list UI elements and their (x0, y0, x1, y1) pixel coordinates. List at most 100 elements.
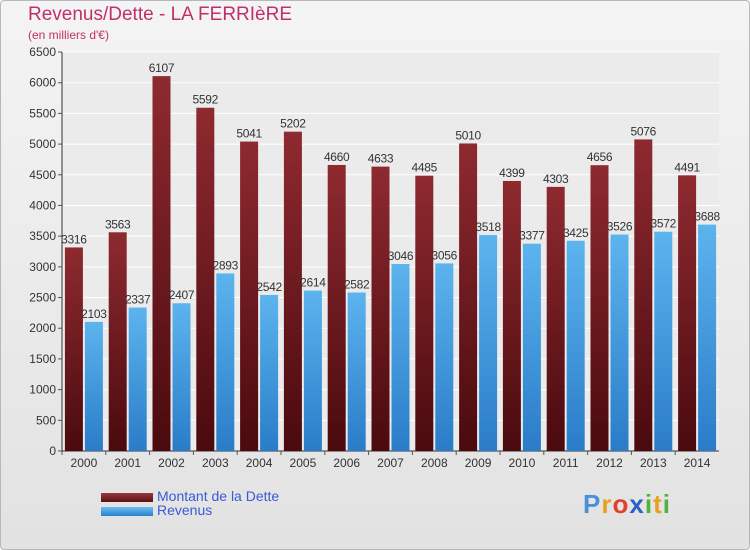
bar-dette (64, 247, 83, 451)
bar-revenus (391, 264, 410, 451)
value-label-dette: 3563 (105, 217, 131, 231)
value-label-revenus: 3518 (475, 220, 501, 234)
x-tick-label: 2014 (684, 456, 711, 470)
value-label-revenus: 3377 (519, 229, 545, 243)
y-tick-label: 3500 (29, 229, 56, 243)
bar-dette (415, 175, 434, 451)
value-label-revenus: 2103 (81, 307, 107, 321)
x-tick-label: 2009 (465, 456, 492, 470)
logo-letter: i (644, 489, 654, 519)
bar-revenus (347, 292, 366, 451)
value-label-revenus: 3688 (694, 210, 720, 224)
bar-revenus (303, 290, 322, 451)
legend-label-revenus: Revenus (157, 502, 213, 518)
value-label-dette: 3316 (61, 232, 87, 246)
y-tick-label: 2000 (29, 321, 56, 335)
y-tick-label: 2500 (29, 291, 56, 305)
x-tick-label: 2013 (640, 456, 667, 470)
value-label-revenus: 2542 (256, 280, 282, 294)
bar-dette (152, 76, 171, 452)
bar-dette (240, 141, 259, 451)
bar-dette (196, 107, 215, 451)
logo-letter: t (653, 489, 663, 519)
x-tick-label: 2011 (553, 456, 579, 470)
y-tick-label: 6000 (29, 76, 56, 90)
bar-dette (108, 232, 127, 451)
proxiti-logo: Proxiti (583, 489, 671, 520)
value-label-dette: 5041 (236, 127, 262, 141)
y-tick-label: 1500 (29, 352, 56, 366)
value-label-revenus: 3056 (432, 248, 458, 262)
value-label-revenus: 2582 (344, 278, 370, 292)
y-tick-label: 5000 (29, 137, 56, 151)
x-tick-label: 2008 (421, 456, 448, 470)
y-tick-label: 4500 (29, 168, 56, 182)
value-label-dette: 6107 (149, 61, 175, 75)
x-tick-label: 2007 (377, 456, 404, 470)
value-label-dette: 5010 (455, 128, 481, 142)
value-label-revenus: 3526 (607, 220, 633, 234)
logo-letter: x (629, 489, 645, 519)
bar-dette (327, 164, 346, 451)
value-label-revenus: 3425 (563, 226, 589, 240)
value-label-revenus: 3046 (388, 249, 414, 263)
bar-revenus (260, 294, 279, 451)
x-tick-label: 2005 (290, 456, 317, 470)
y-tick-label: 5500 (29, 106, 56, 120)
legend-label-dette: Montant de la Dette (157, 488, 280, 504)
bar-dette (371, 166, 390, 451)
value-label-dette: 4633 (368, 152, 394, 166)
bar-dette (546, 186, 565, 451)
x-tick-label: 2012 (596, 456, 623, 470)
logo-letter: r (601, 489, 613, 519)
bar-revenus (479, 235, 498, 451)
value-label-dette: 4491 (674, 160, 700, 174)
bar-revenus (172, 303, 191, 451)
plot-area (62, 52, 719, 451)
logo-letter: i (662, 489, 671, 519)
bar-dette (283, 131, 302, 451)
value-label-revenus: 3572 (651, 217, 677, 231)
value-label-dette: 4303 (543, 172, 569, 186)
value-label-dette: 4656 (587, 150, 613, 164)
y-tick-label: 3000 (29, 260, 56, 274)
x-tick-label: 2006 (333, 456, 360, 470)
value-label-revenus: 2407 (169, 288, 195, 302)
value-label-revenus: 2337 (125, 293, 151, 307)
y-tick-label: 1000 (29, 383, 56, 397)
chart-subtitle: (en milliers d'€) (28, 28, 109, 42)
bar-revenus (84, 321, 103, 451)
bar-revenus (522, 243, 541, 451)
x-tick-label: 2010 (509, 456, 536, 470)
bar-revenus (128, 307, 147, 451)
value-label-dette: 5076 (631, 124, 657, 138)
y-tick-label: 4000 (29, 198, 56, 212)
legend-swatch-revenus (101, 507, 153, 516)
x-tick-label: 2000 (71, 456, 98, 470)
bar-revenus (698, 224, 717, 451)
value-label-dette: 4660 (324, 150, 350, 164)
bar-revenus (654, 231, 673, 451)
value-label-dette: 5592 (193, 93, 219, 107)
bar-revenus (610, 234, 629, 451)
value-label-revenus: 2893 (213, 258, 239, 272)
x-tick-label: 2004 (246, 456, 273, 470)
y-tick-label: 500 (36, 413, 56, 427)
value-label-dette: 4485 (412, 161, 438, 175)
bar-dette (590, 165, 609, 451)
bar-dette (678, 175, 697, 451)
value-label-dette: 4399 (499, 166, 525, 180)
logo-letter: P (583, 489, 602, 519)
logo-letter: o (612, 489, 630, 519)
x-tick-label: 2003 (202, 456, 229, 470)
bar-dette (502, 180, 521, 452)
y-tick-label: 0 (49, 444, 56, 458)
bar-dette (459, 143, 478, 451)
legend-swatch-dette (101, 493, 153, 502)
y-tick-label: 6500 (29, 45, 56, 59)
chart-title: Revenus/Dette - LA FERRIèRE (28, 4, 292, 25)
bar-revenus (566, 240, 585, 451)
bar-revenus (216, 273, 235, 451)
